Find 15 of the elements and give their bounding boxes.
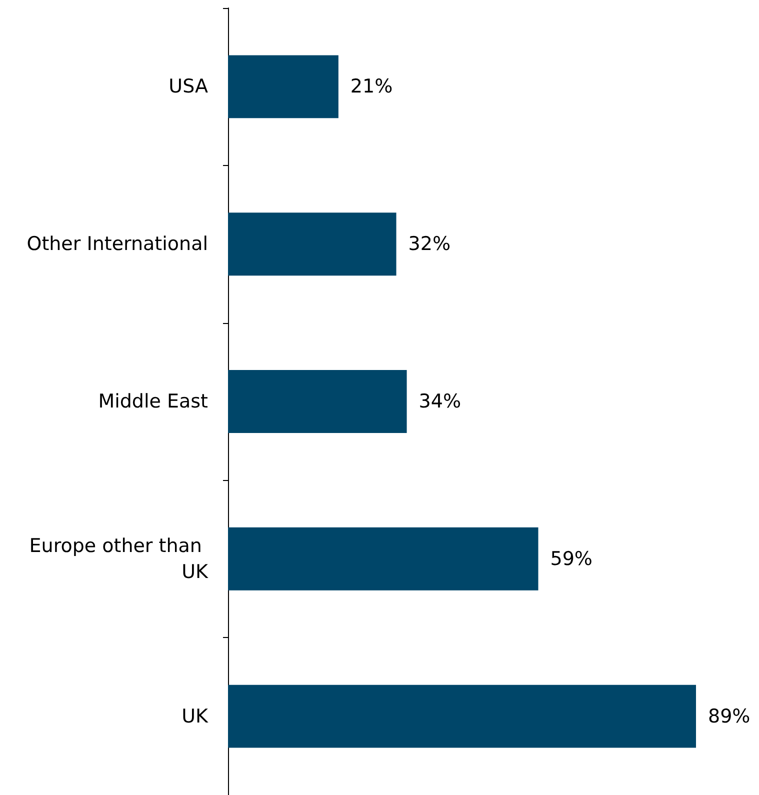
- data-label: 32%: [408, 233, 451, 256]
- data-label: 89%: [708, 705, 750, 728]
- bar: [228, 684, 696, 748]
- y-tick-label: UK: [182, 705, 209, 728]
- y-tick-label: Middle East: [98, 390, 208, 412]
- bar: [228, 527, 538, 590]
- data-label: 59%: [550, 548, 592, 570]
- y-tick-label: Europe other than UK: [29, 534, 209, 583]
- y-tick-label: USA: [168, 76, 208, 98]
- y-tick-label: Other International: [26, 233, 208, 256]
- data-label: 21%: [350, 76, 393, 98]
- bar: [228, 212, 396, 276]
- data-label: 34%: [418, 390, 462, 412]
- bar: [228, 55, 338, 118]
- bar: [228, 370, 407, 433]
